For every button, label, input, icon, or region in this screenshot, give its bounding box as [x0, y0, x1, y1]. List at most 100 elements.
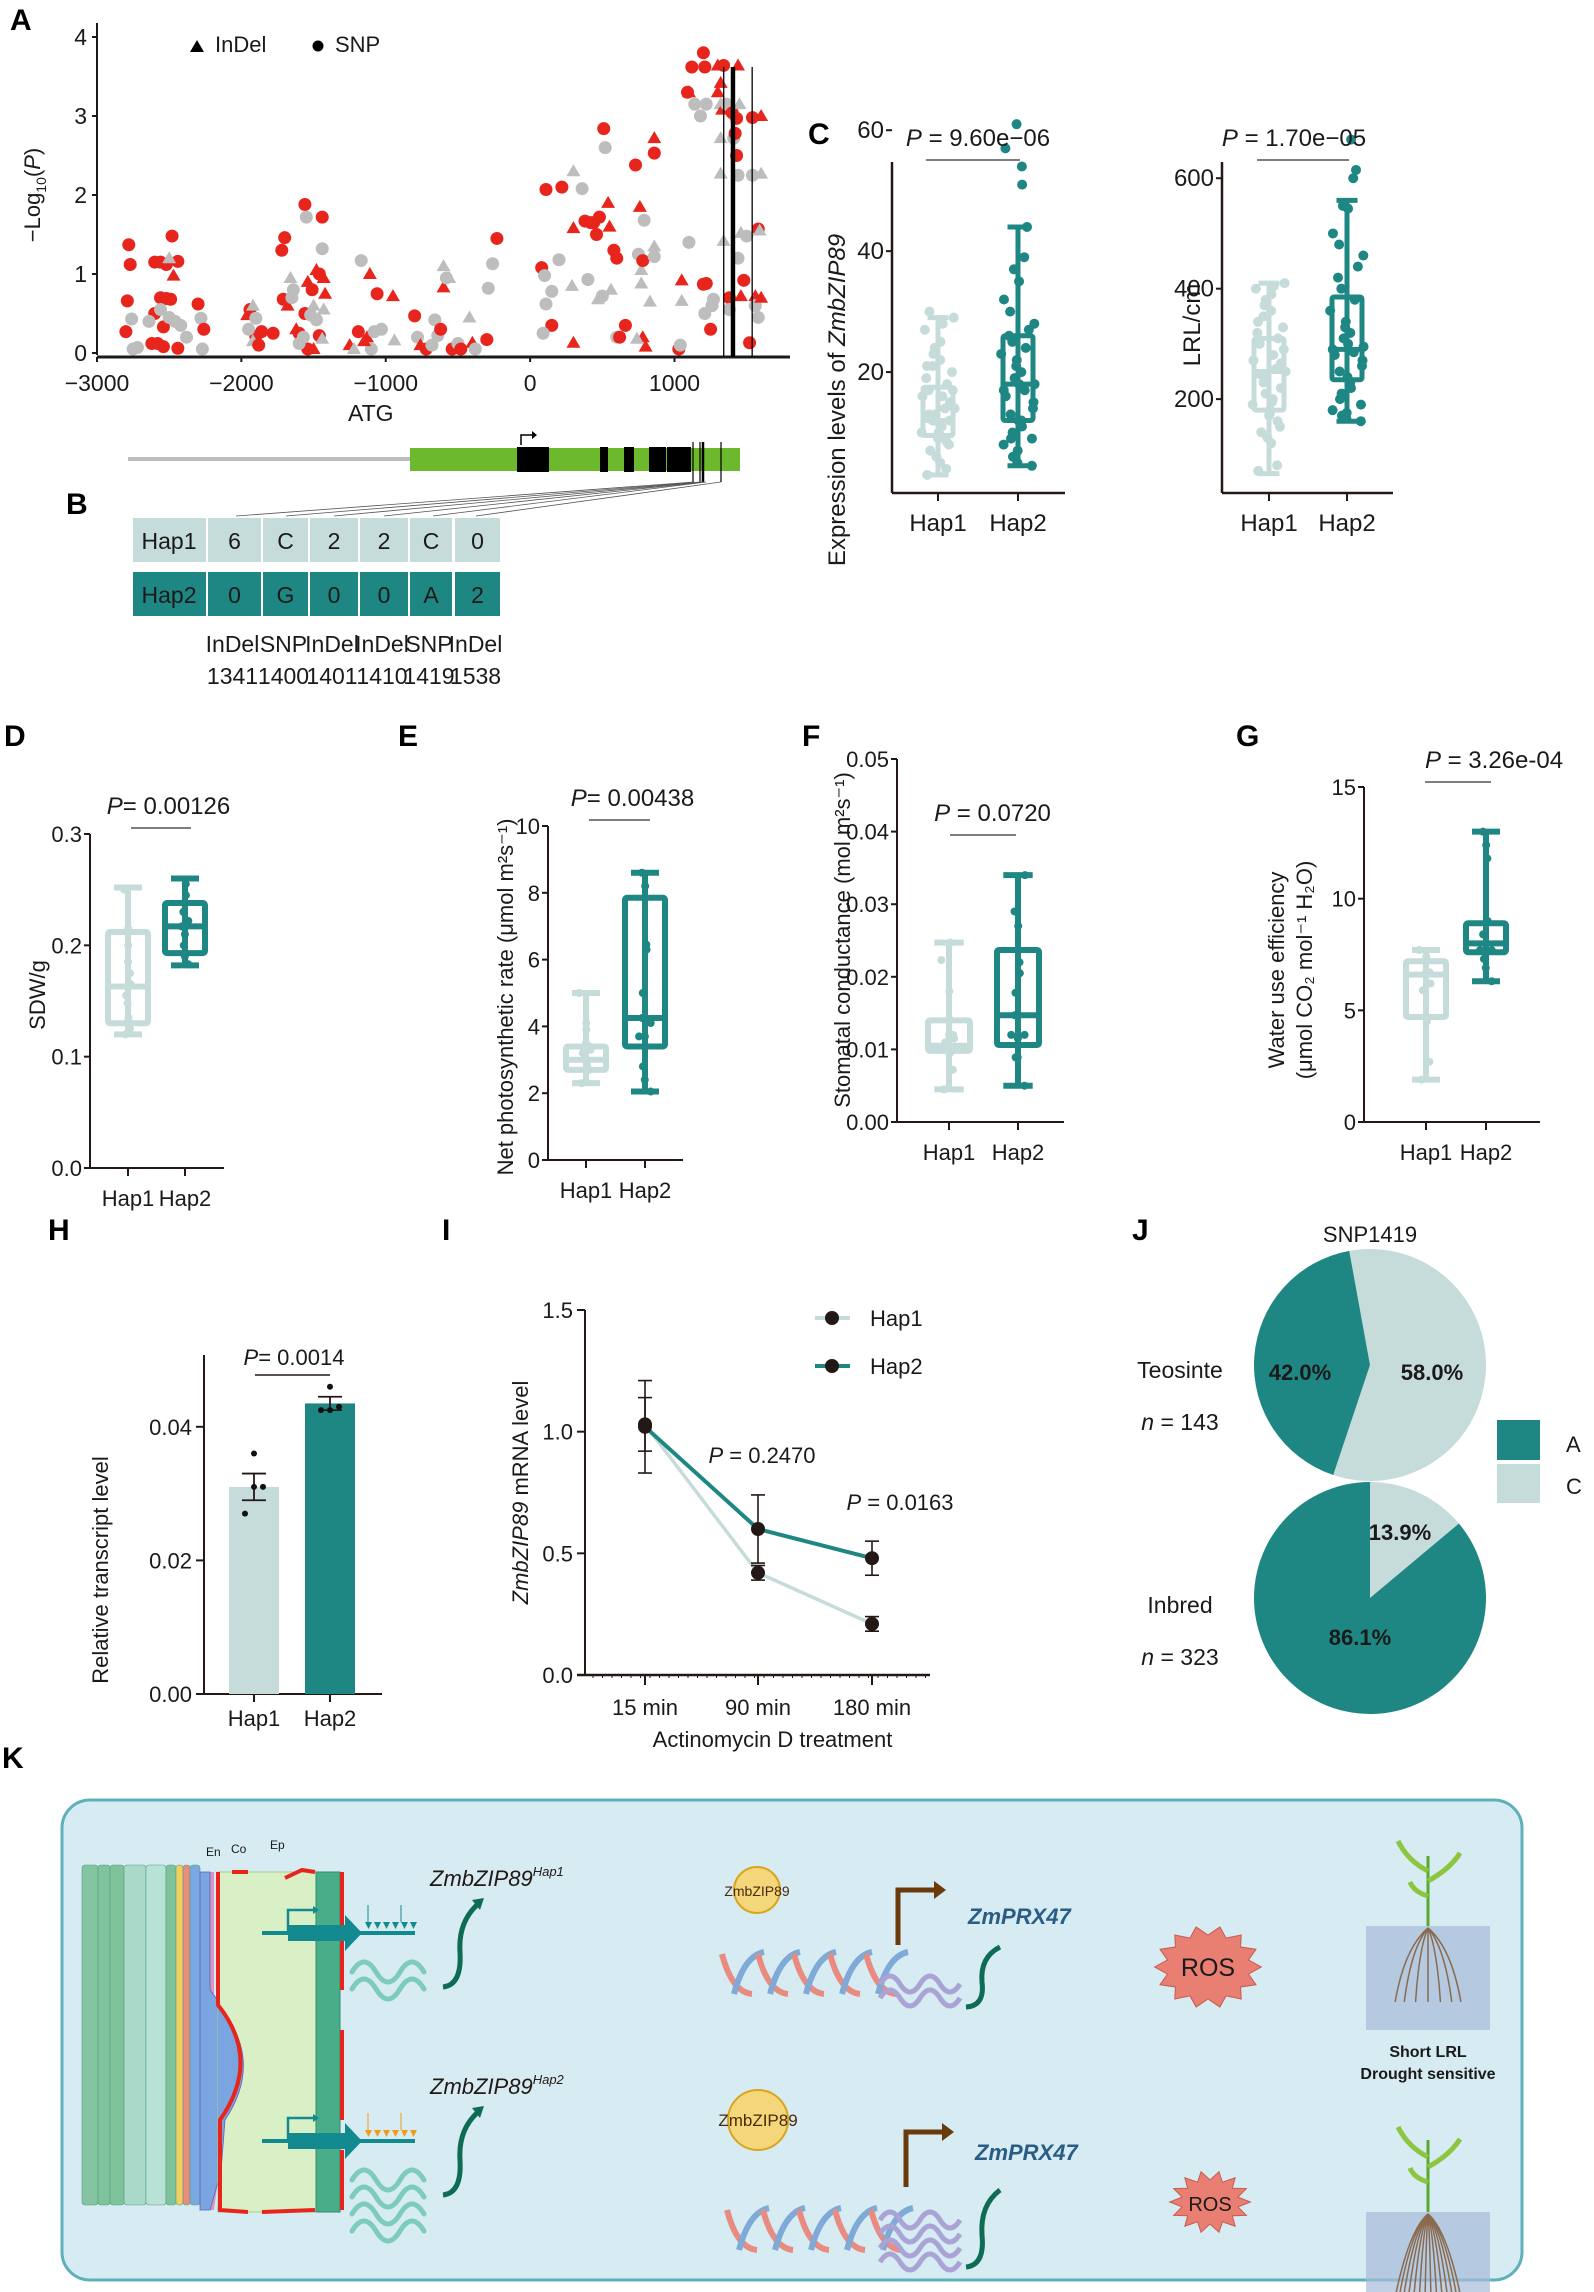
zmbzip89-protein	[727, 2089, 789, 2151]
data-point	[1015, 969, 1024, 978]
root-cell-file	[81, 1864, 99, 2206]
plant-root	[1418, 2213, 1429, 2292]
data-point	[1417, 1075, 1426, 1084]
data-point	[1007, 427, 1018, 438]
protein-label: ZmbZIP89	[724, 1883, 790, 1899]
pie-group-label: Teosinte	[1137, 1357, 1223, 1383]
data-point	[998, 385, 1009, 396]
indel-point	[564, 278, 579, 291]
snp-point	[266, 326, 280, 340]
y-tick-label: 40	[857, 238, 884, 265]
y-tick-label: 15	[1332, 775, 1356, 800]
x-tick-label: Hap1	[102, 1186, 155, 1211]
x-tick-label: −1000	[353, 370, 418, 396]
snp-point	[194, 311, 208, 325]
dna-strand	[875, 1949, 909, 1995]
snp-point	[275, 243, 289, 257]
panel-j-pie-charts: SNP1419 42.0% 58.0% Teosinte n = 143 86.1% 13.…	[1137, 1222, 1582, 1714]
variant-type: InDel	[206, 631, 260, 657]
snp-point	[299, 210, 313, 224]
box	[994, 946, 1042, 1049]
p-value-annotation: P = 0.0163	[846, 1490, 953, 1515]
y-tick-label: 0.04	[846, 820, 889, 845]
panel-letter-c: C	[808, 118, 830, 151]
x-tick-label: Hap2	[1460, 1140, 1513, 1165]
data-point	[1264, 405, 1275, 416]
data-point	[1268, 280, 1279, 291]
hap-name: Hap1	[142, 528, 197, 554]
root-cell-file	[182, 1864, 191, 2206]
pathway-arrow	[442, 1902, 480, 1990]
x-tick-label: Hap2	[619, 1178, 672, 1203]
tss-arrow-head	[532, 431, 537, 439]
connector-line	[333, 481, 704, 517]
pie-n-label: n = 143	[1141, 1409, 1218, 1435]
data-point	[1479, 930, 1488, 939]
data-point	[638, 989, 647, 997]
data-point	[124, 924, 133, 933]
pie-slice-a	[1254, 1482, 1486, 1714]
phenotype-line2: Drought sensitive	[1360, 2066, 1495, 2083]
allele-cell	[410, 572, 452, 616]
binding-site-marker	[410, 1922, 417, 1929]
data-point	[1334, 239, 1345, 250]
y-tick-label: 0.00	[149, 1682, 192, 1707]
allele-value: 0	[328, 582, 341, 608]
data-point	[1010, 1011, 1019, 1020]
y-tick-label: 0.04	[149, 1415, 192, 1440]
allele-cell	[263, 518, 308, 562]
indel-point	[442, 270, 457, 283]
snp-point	[552, 253, 566, 267]
pathway-arrow-head	[472, 1898, 484, 1910]
root-cell-file	[123, 1864, 147, 2206]
plant-leaves	[1395, 1839, 1463, 1899]
y-tick-label: 0.0	[542, 1663, 573, 1688]
data-point	[1258, 311, 1269, 322]
indel-point	[754, 166, 769, 179]
snp-point	[120, 294, 134, 308]
data-point	[1278, 344, 1289, 355]
data-point	[582, 1025, 591, 1034]
allele-cell	[208, 518, 261, 562]
data-point	[924, 409, 935, 420]
x-tick-label: 90 min	[725, 1695, 791, 1720]
binding-site-marker	[401, 1922, 408, 1929]
y-tick-label: 1	[74, 261, 87, 287]
data-point	[251, 1483, 257, 1490]
plant-leaves	[1395, 2125, 1463, 2185]
data-point	[638, 1062, 647, 1071]
exon	[517, 447, 549, 472]
snp-point	[740, 229, 754, 243]
root-cell-file	[165, 1864, 177, 2206]
panel-letter-j: J	[1132, 1214, 1149, 1247]
allele-cell	[455, 518, 500, 562]
y-tick-label: 0.02	[846, 965, 889, 990]
legend-indel-marker	[190, 40, 204, 52]
y-axis-label-text: LRL/cm	[1179, 284, 1206, 367]
panel-letter-g: G	[1236, 720, 1259, 753]
data-point	[327, 1407, 333, 1414]
data-point	[1252, 327, 1263, 338]
data-point	[922, 469, 933, 480]
legend-snp-marker	[312, 40, 324, 52]
epidermis-layer	[315, 1871, 341, 2213]
plant-root	[1427, 1927, 1442, 2003]
data-point	[646, 1019, 655, 1028]
plant-root	[1424, 2213, 1429, 2292]
data-point	[1247, 399, 1258, 410]
binding-site-marker	[392, 1922, 399, 1929]
indel-point	[733, 289, 748, 302]
panel-d-sdw-boxplot: 0.0 0.1 0.2 0.3 Hap1 Hap2 P= 0.00126 SDW/g	[25, 793, 230, 1211]
allele-value: 0	[471, 528, 484, 554]
root-cell-file	[145, 1864, 167, 2206]
data-point	[1019, 252, 1030, 263]
indel-point	[754, 290, 769, 303]
data-point	[123, 999, 132, 1008]
snp-point	[555, 180, 569, 194]
pie-slice-a	[1254, 1250, 1370, 1476]
root-cell-file	[189, 1864, 201, 2206]
snp-point	[296, 330, 310, 344]
data-point	[917, 391, 928, 402]
data-point	[184, 916, 193, 925]
